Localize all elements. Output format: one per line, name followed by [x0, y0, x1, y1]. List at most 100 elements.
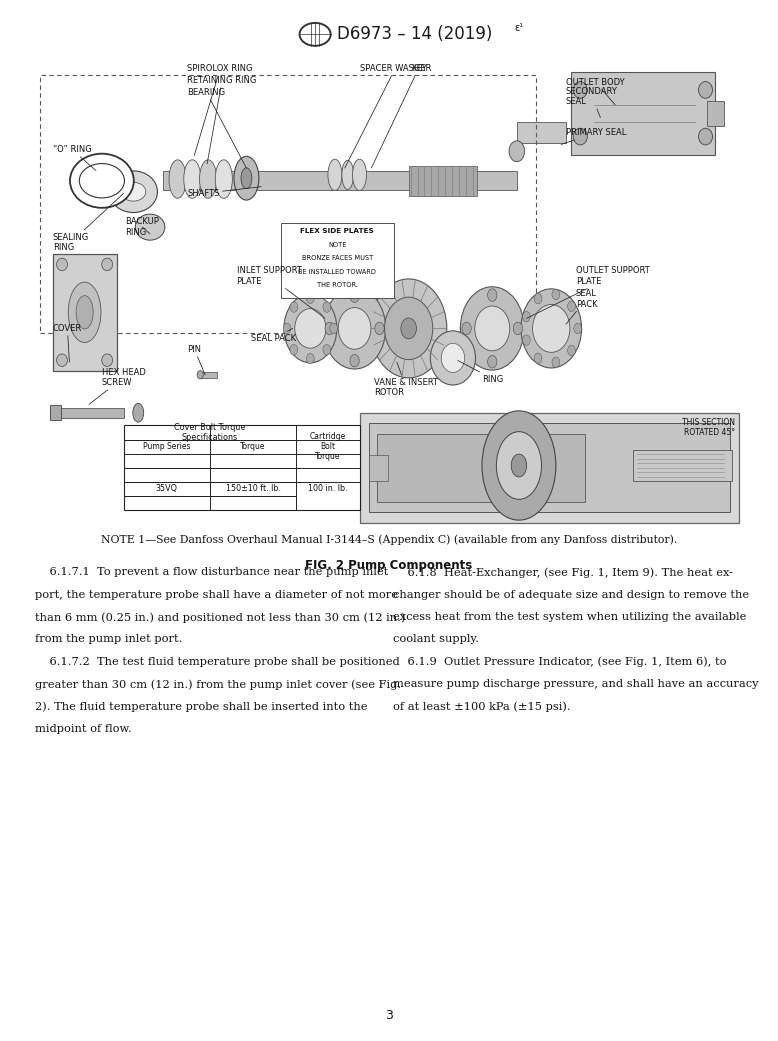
Text: FIG. 2 Pump Components: FIG. 2 Pump Components	[306, 559, 472, 572]
Text: SHAFTS: SHAFTS	[187, 186, 261, 198]
Ellipse shape	[523, 335, 531, 346]
Ellipse shape	[573, 81, 587, 98]
Text: SEALING
RING: SEALING RING	[53, 194, 124, 252]
Ellipse shape	[338, 307, 371, 349]
Text: “O” RING: “O” RING	[53, 145, 96, 171]
Ellipse shape	[79, 163, 124, 198]
Text: PIN: PIN	[187, 345, 205, 375]
Ellipse shape	[350, 354, 359, 366]
Ellipse shape	[199, 160, 216, 199]
Bar	[408, 166, 478, 196]
Ellipse shape	[523, 311, 531, 322]
Bar	[369, 424, 730, 512]
Ellipse shape	[241, 168, 252, 188]
Bar	[53, 254, 117, 371]
Bar	[124, 426, 359, 510]
Ellipse shape	[350, 289, 359, 302]
Text: 35VQ: 35VQ	[156, 484, 177, 493]
Ellipse shape	[534, 353, 542, 363]
Ellipse shape	[284, 294, 337, 362]
Bar	[281, 223, 394, 298]
Ellipse shape	[328, 159, 342, 191]
Ellipse shape	[375, 322, 384, 334]
Ellipse shape	[573, 128, 587, 145]
Ellipse shape	[216, 160, 233, 199]
Text: RING: RING	[457, 360, 503, 383]
Ellipse shape	[401, 318, 416, 338]
Ellipse shape	[509, 141, 524, 161]
Text: OUTLET BODY: OUTLET BODY	[566, 77, 625, 105]
Ellipse shape	[370, 279, 447, 378]
Ellipse shape	[295, 308, 326, 348]
Text: 150±10 ft. lb.: 150±10 ft. lb.	[226, 484, 281, 493]
Ellipse shape	[57, 354, 68, 366]
Bar	[369, 455, 388, 481]
Ellipse shape	[290, 345, 298, 355]
Ellipse shape	[102, 354, 113, 366]
Ellipse shape	[234, 156, 259, 200]
Text: 100 in. lb.: 100 in. lb.	[308, 484, 348, 493]
Ellipse shape	[441, 344, 464, 373]
Text: coolant supply.: coolant supply.	[393, 634, 479, 644]
Ellipse shape	[307, 293, 314, 303]
Ellipse shape	[533, 304, 570, 352]
Text: HEX HEAD
SCREW: HEX HEAD SCREW	[89, 367, 145, 404]
Ellipse shape	[342, 160, 353, 189]
Text: KEY: KEY	[371, 65, 426, 168]
Bar	[377, 434, 585, 502]
Text: SEAL PACK: SEAL PACK	[251, 328, 296, 344]
Bar	[633, 450, 731, 481]
Ellipse shape	[352, 159, 366, 191]
Ellipse shape	[70, 154, 134, 208]
Text: COVER: COVER	[53, 324, 82, 362]
Ellipse shape	[513, 322, 523, 334]
Ellipse shape	[109, 171, 157, 212]
Bar	[571, 72, 715, 155]
Bar	[40, 75, 537, 333]
Ellipse shape	[552, 357, 559, 367]
Text: measure pump discharge pressure, and shall have an accuracy: measure pump discharge pressure, and sha…	[393, 679, 759, 689]
Text: VANE & INSERT
ROTOR: VANE & INSERT ROTOR	[374, 362, 438, 398]
Ellipse shape	[568, 346, 576, 356]
Text: port, the temperature probe shall have a diameter of not more: port, the temperature probe shall have a…	[35, 589, 398, 600]
Ellipse shape	[330, 323, 338, 333]
Bar	[0, 50, 778, 531]
Ellipse shape	[699, 81, 713, 98]
Text: Cover Bolt Torque
Specifications: Cover Bolt Torque Specifications	[174, 423, 246, 442]
Text: midpoint of flow.: midpoint of flow.	[35, 725, 131, 734]
Text: NOTE 1—See Danfoss Overhaul Manual I-3144–S (Appendix C) (available from any Dan: NOTE 1—See Danfoss Overhaul Manual I-314…	[101, 534, 677, 544]
Text: of at least ±100 kPa (±15 psi).: of at least ±100 kPa (±15 psi).	[393, 702, 570, 712]
Text: SPACER WASHER: SPACER WASHER	[345, 65, 431, 168]
Bar	[707, 101, 724, 126]
Text: 6.1.7.2  The test fluid temperature probe shall be positioned: 6.1.7.2 The test fluid temperature probe…	[35, 657, 400, 667]
Text: 2). The fluid temperature probe shall be inserted into the: 2). The fluid temperature probe shall be…	[35, 702, 367, 712]
Text: BE INSTALLED TOWARD: BE INSTALLED TOWARD	[298, 269, 377, 275]
Bar	[163, 172, 517, 191]
Ellipse shape	[290, 302, 298, 312]
Ellipse shape	[496, 432, 541, 500]
Text: THIS SECTION
ROTATED 45°: THIS SECTION ROTATED 45°	[682, 418, 735, 437]
Ellipse shape	[102, 258, 113, 271]
Ellipse shape	[283, 323, 291, 333]
Ellipse shape	[184, 160, 201, 199]
Text: NOTE: NOTE	[328, 242, 346, 248]
Text: D6973 – 14 (2019): D6973 – 14 (2019)	[337, 25, 492, 44]
Text: 3: 3	[385, 1010, 393, 1022]
Ellipse shape	[68, 282, 101, 342]
Ellipse shape	[323, 302, 331, 312]
Text: SEAL
PACK: SEAL PACK	[566, 289, 598, 324]
Bar	[517, 122, 566, 143]
Text: FLEX SIDE PLATES: FLEX SIDE PLATES	[300, 228, 374, 234]
Ellipse shape	[488, 355, 497, 367]
Ellipse shape	[430, 331, 475, 385]
Text: changer should be of adequate size and design to remove the: changer should be of adequate size and d…	[393, 589, 749, 600]
Text: BEARING: BEARING	[187, 87, 247, 168]
Bar	[200, 372, 217, 378]
Text: BACKUP
RING: BACKUP RING	[125, 218, 159, 237]
Text: THE ROTOR.: THE ROTOR.	[317, 282, 358, 288]
Text: 6.1.9  Outlet Pressure Indicator, (see Fig. 1, Item 6), to: 6.1.9 Outlet Pressure Indicator, (see Fi…	[393, 657, 727, 667]
Ellipse shape	[307, 353, 314, 363]
Ellipse shape	[462, 322, 471, 334]
Text: INLET SUPPORT
PLATE: INLET SUPPORT PLATE	[237, 266, 325, 319]
Ellipse shape	[133, 404, 144, 423]
